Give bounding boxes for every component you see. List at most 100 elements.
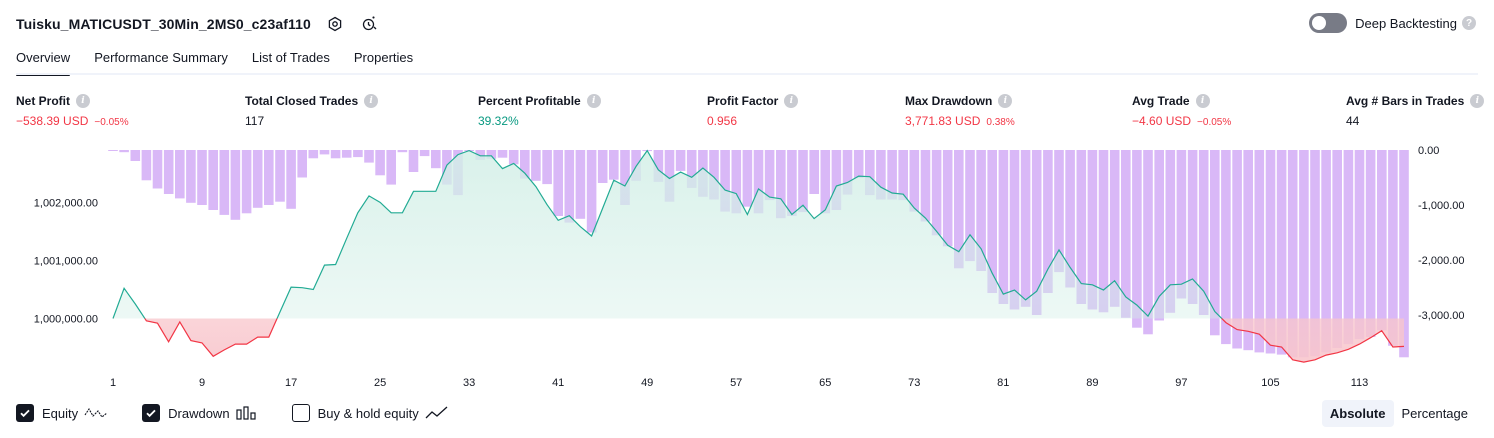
drawdown-bar (319, 150, 330, 155)
metric-percent: −0.05% (1197, 117, 1232, 128)
drawdown-bar (219, 150, 230, 215)
drawdown-bar (664, 150, 675, 202)
drawdown-bar (508, 150, 519, 165)
drawdown-bar (653, 150, 664, 182)
metric-label: Profit Factor (707, 94, 779, 108)
metric-label: Max Drawdown (905, 94, 993, 108)
equity-checkbox[interactable] (16, 404, 34, 422)
metric-avg-trade: Avg Trade i −4.60 USD −0.05% (1132, 94, 1231, 128)
drawdown-bar (130, 150, 141, 161)
deep-backtesting-control: Deep Backtesting ? (1309, 13, 1476, 33)
drawdown-bar (853, 150, 864, 178)
drawdown-bar (954, 150, 964, 269)
drawdown-bar (1354, 150, 1365, 340)
metric-label: Percent Profitable (478, 94, 581, 108)
info-icon[interactable]: i (1195, 94, 1210, 108)
drawdown-bar (1109, 150, 1120, 307)
drawdown-bar (1098, 150, 1109, 313)
legend-buy-hold[interactable]: Buy & hold equity (291, 404, 449, 422)
info-icon[interactable]: i (998, 94, 1013, 108)
drawdown-bar (386, 150, 396, 185)
drawdown-bar (731, 150, 742, 214)
drawdown-bar (820, 150, 831, 214)
drawdown-bar (1076, 150, 1087, 304)
drawdown-bar (163, 150, 174, 194)
drawdown-bar (1054, 150, 1064, 273)
drawdown-bar (1232, 150, 1242, 349)
metric-label: Net Profit (16, 94, 70, 108)
drawdown-bar (553, 150, 563, 216)
drawdown-bar (865, 150, 875, 196)
info-icon[interactable]: i (364, 94, 379, 108)
buy-hold-checkbox[interactable] (291, 404, 310, 422)
report-tabs: Overview Performance Summary List of Tra… (16, 44, 437, 76)
metric-profit-factor: Profit Factor i 0.956 (707, 94, 799, 128)
percentage-button[interactable]: Percentage (1401, 406, 1469, 421)
right-axis-tick: -3,000.00 (1418, 310, 1464, 322)
info-icon[interactable]: i (76, 94, 90, 108)
drawdown-bars (108, 150, 1409, 358)
drawdown-checkbox[interactable] (142, 404, 161, 422)
drawdown-bar (1343, 150, 1354, 345)
x-axis-tick: 33 (463, 377, 475, 389)
legend-drawdown[interactable]: Drawdown (142, 404, 257, 422)
tab-divider (16, 73, 1478, 75)
help-icon[interactable]: ? (1462, 16, 1476, 30)
drawdown-bar (742, 150, 753, 207)
buy-hold-line-icon (425, 406, 449, 420)
tab-overview[interactable]: Overview (16, 44, 71, 76)
drawdown-bar (909, 150, 920, 212)
drawdown-bar (208, 150, 218, 210)
drawdown-bar (1065, 150, 1075, 288)
legend-drawdown-label: Drawdown (168, 405, 230, 421)
deep-backtesting-toggle[interactable] (1309, 13, 1348, 33)
drawdown-bar (1388, 150, 1398, 346)
drawdown-bar (1009, 150, 1020, 310)
legend-equity[interactable]: Equity (16, 404, 108, 422)
drawdown-bar (898, 150, 908, 201)
drawdown-bar (341, 150, 352, 158)
info-icon[interactable]: i (784, 94, 799, 108)
metric-value: −538.39 USD (16, 114, 89, 128)
metric-label: Total Closed Trades (245, 94, 359, 108)
tab-properties[interactable]: Properties (353, 50, 414, 65)
x-axis-tick: 113 (1351, 377, 1369, 389)
drawdown-bar (1365, 150, 1376, 337)
equity-drawdown-chart[interactable]: 1,002,000.00 1,001,000.00 1,000,000.00 0.0… (0, 140, 1494, 390)
source-code-icon[interactable] (359, 14, 379, 34)
settings-icon[interactable] (325, 14, 345, 34)
equity-line-icon (84, 406, 108, 420)
drawdown-bar (1243, 150, 1253, 351)
info-icon[interactable]: i (586, 94, 601, 108)
left-axis-tick: 1,002,000.00 (34, 197, 98, 209)
right-axis-tick: 0.00 (1418, 145, 1439, 157)
info-icon[interactable]: i (1470, 94, 1485, 108)
tab-list-of-trades[interactable]: List of Trades (251, 50, 330, 65)
drawdown-bar (942, 150, 953, 247)
tab-performance-summary[interactable]: Performance Summary (94, 50, 228, 65)
x-axis-tick: 25 (374, 377, 386, 389)
drawdown-bar (675, 150, 686, 171)
metric-max-drawdown: Max Drawdown i 3,771.83 USD 0.38% (905, 94, 1015, 128)
drawdown-bar (564, 150, 575, 223)
drawdown-bar (753, 150, 764, 214)
drawdown-bar (1198, 150, 1209, 315)
drawdown-bar (419, 150, 430, 157)
metric-value: 3,771.83 USD (905, 114, 981, 128)
drawdown-bar (1043, 150, 1053, 293)
drawdown-bar (1020, 150, 1031, 307)
drawdown-bar (831, 150, 842, 210)
drawdown-bar (1310, 150, 1320, 357)
equity-line (112, 149, 1405, 363)
drawdown-bar (686, 150, 697, 188)
drawdown-bar (776, 150, 786, 219)
drawdown-bar (531, 150, 541, 181)
x-axis: 1 9 17 25 33 41 49 57 65 73 81 89 97 105 113 (110, 377, 1368, 389)
drawdown-bar (520, 150, 530, 179)
drawdown-bar (397, 150, 408, 153)
x-axis-tick: 17 (285, 377, 297, 389)
drawdown-bar (965, 150, 975, 262)
x-axis-tick: 73 (908, 377, 920, 389)
absolute-button[interactable]: Absolute (1321, 400, 1394, 427)
drawdown-bar (842, 150, 853, 195)
